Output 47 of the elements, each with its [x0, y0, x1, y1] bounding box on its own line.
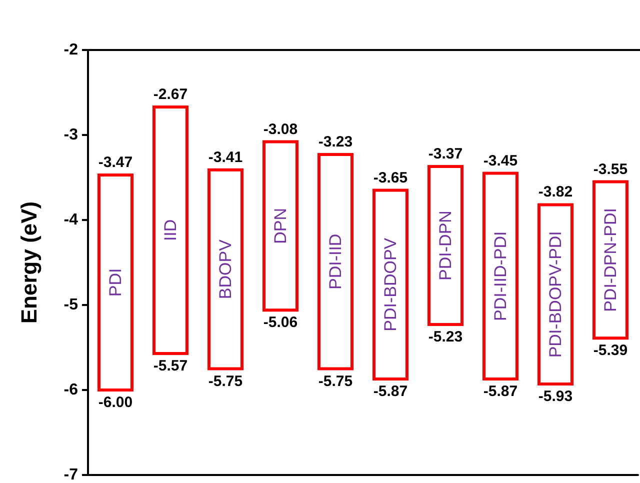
bar [262, 140, 298, 312]
annotation: -5.87 [373, 382, 408, 400]
annotation: -3.65 [373, 169, 408, 186]
annotation: -5.57 [153, 357, 188, 374]
y-tick-label: -5 [64, 296, 78, 314]
annotation: -6.00 [98, 394, 133, 411]
annotation: -3.08 [263, 120, 298, 138]
y-tick-label: -2 [64, 42, 78, 58]
annotation: -2.67 [153, 86, 188, 103]
x-tick-label: PDI-IID [326, 234, 345, 290]
y-tick-label: -4 [64, 212, 78, 228]
bar [482, 172, 518, 380]
x-tick-label: PDI-DPN-PDI [601, 208, 620, 312]
x-tick-label: PDI-BDOPV-PDI [546, 231, 565, 358]
x-tick-label: PDI-DPN [436, 210, 455, 280]
annotation: -3.47 [98, 154, 133, 171]
x-tick-label: PDI-IID-PDI [491, 231, 510, 321]
annotation: -3.37 [428, 145, 463, 162]
x-tick-label: BDOPV [216, 238, 235, 300]
x-tick-label: PDI [106, 268, 125, 297]
annotation: -3.45 [483, 152, 518, 170]
annotation: -3.41 [208, 148, 243, 166]
bar [318, 153, 354, 370]
annotation: -5.93 [538, 388, 573, 406]
y-tick-label: -6 [64, 382, 78, 398]
y-tick-label: -3 [64, 126, 78, 144]
annotation: -5.06 [263, 314, 298, 332]
bar [372, 188, 408, 380]
bar [592, 180, 628, 340]
annotation: -3.23 [318, 134, 353, 151]
annotation: -3.82 [538, 184, 573, 201]
annotation: -5.75 [318, 372, 353, 390]
bar [152, 105, 188, 355]
bar [428, 164, 464, 326]
y-axis-title: Energy (eV) [16, 201, 42, 324]
annotation: -3.55 [593, 160, 628, 178]
bar [538, 203, 574, 386]
annotation: -5.75 [208, 372, 243, 390]
annotation: -5.39 [593, 342, 628, 360]
annotation: -5.87 [483, 382, 518, 400]
bar [98, 173, 134, 392]
annotation: -5.23 [428, 328, 463, 346]
bar [208, 168, 244, 370]
y-tick-label: -7 [64, 466, 78, 483]
x-tick-label: PDI-BDOPV [381, 237, 400, 332]
x-tick-label: IID [161, 219, 180, 242]
x-tick-label: DPN [271, 208, 290, 244]
